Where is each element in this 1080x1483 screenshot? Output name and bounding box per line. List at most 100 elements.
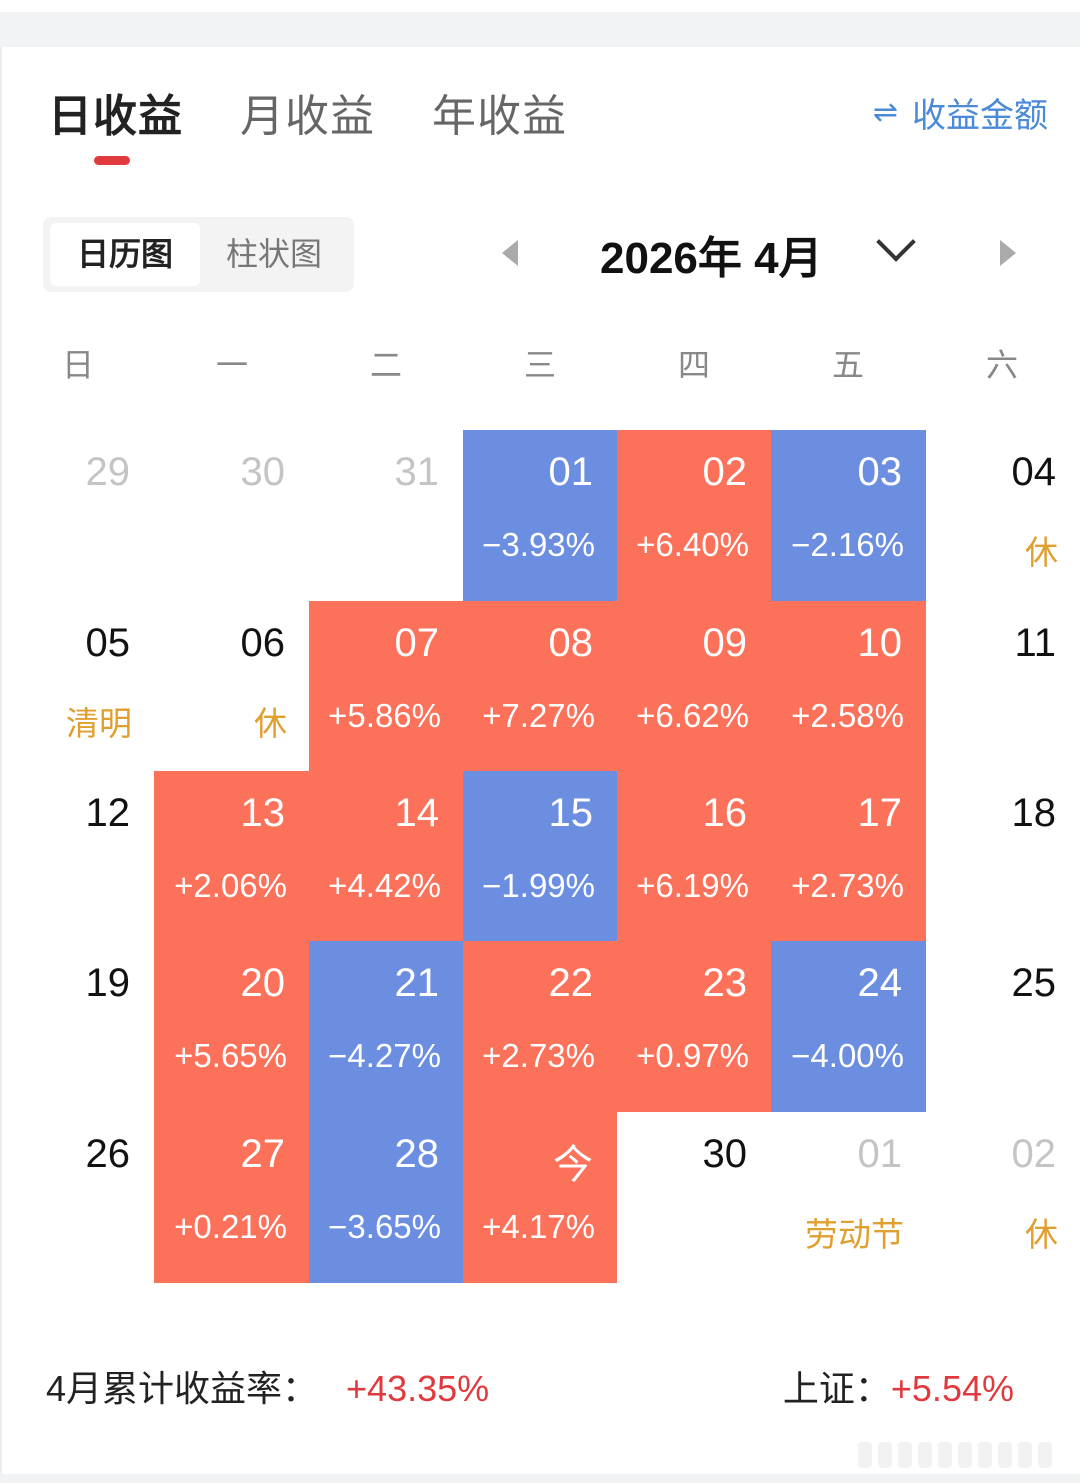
day-number: 01 — [857, 1132, 903, 1176]
holiday-label: 休 — [1025, 1216, 1058, 1253]
calendar-day[interactable]: 19 — [0, 941, 154, 1112]
daily-return: −4.27% — [328, 1037, 441, 1074]
day-number: 18 — [1011, 791, 1057, 835]
tab-monthly[interactable]: 月收益 — [240, 92, 375, 141]
daily-return: +0.97% — [636, 1037, 749, 1074]
daily-return: +0.21% — [174, 1208, 287, 1245]
calendar-day[interactable]: 21 −4.27% — [309, 941, 463, 1112]
day-number: 30 — [240, 450, 286, 494]
tab-daily[interactable]: 日收益 — [48, 92, 183, 141]
holiday-label: 休 — [254, 705, 287, 742]
daily-return: +7.27% — [482, 697, 595, 734]
day-number: 29 — [85, 450, 131, 494]
swap-icon: ⇌ — [872, 96, 898, 129]
weekday-thu: 四 — [677, 347, 710, 383]
watermark — [858, 1442, 1058, 1468]
calendar-day[interactable]: 24 −4.00% — [771, 941, 926, 1112]
calendar-day[interactable]: 02 休 — [926, 1112, 1080, 1283]
day-number: 08 — [548, 621, 594, 665]
day-number: 04 — [1011, 450, 1057, 494]
index-return-label: 上证： — [782, 1368, 891, 1409]
day-number: 05 — [85, 621, 131, 665]
day-number: 13 — [240, 791, 286, 835]
calendar-day[interactable]: 16 +6.19% — [617, 771, 771, 942]
daily-return: −1.99% — [482, 867, 595, 904]
day-number: 31 — [394, 450, 440, 494]
index-return-value: +5.54% — [890, 1368, 1014, 1409]
day-number: 14 — [394, 791, 440, 835]
weekday-tue: 二 — [369, 347, 402, 383]
summary-bar: 4月累计收益率： +43.35% 上证：+5.54% — [46, 1360, 1036, 1416]
weekday-header: 日 一 二 三 四 五 六 — [0, 340, 1080, 390]
calendar-day[interactable]: 14 +4.42% — [309, 771, 463, 942]
calendar-day[interactable]: 04 休 — [926, 430, 1080, 601]
holiday-label: 劳动节 — [805, 1216, 904, 1253]
bottom-band — [0, 1474, 1080, 1483]
calendar-day[interactable]: 10 +2.58% — [771, 601, 926, 772]
calendar-day[interactable]: 30 — [154, 430, 309, 601]
calendar-day[interactable]: 今 +4.17% — [463, 1112, 617, 1283]
day-number: 10 — [857, 621, 903, 665]
day-number: 23 — [702, 961, 748, 1005]
daily-return: +5.86% — [328, 697, 441, 734]
calendar-day[interactable]: 31 — [309, 430, 463, 601]
calendar-day[interactable]: 29 — [0, 430, 154, 601]
calendar-day[interactable]: 30 — [617, 1112, 771, 1283]
weekday-sat: 六 — [985, 347, 1018, 383]
calendar-view-button[interactable]: 日历图 — [50, 223, 200, 286]
weekday-mon: 一 — [215, 347, 248, 383]
day-number: 06 — [240, 621, 286, 665]
daily-return: +2.73% — [482, 1037, 595, 1074]
calendar-day[interactable]: 20 +5.65% — [154, 941, 309, 1112]
calendar-day[interactable]: 18 — [926, 771, 1080, 942]
view-switch: 日历图 柱状图 — [43, 217, 354, 292]
calendar-day[interactable]: 08 +7.27% — [463, 601, 617, 772]
calendar-day[interactable]: 06 休 — [154, 601, 309, 772]
calendar-day[interactable]: 05 清明 — [0, 601, 154, 772]
monthly-return-value: +43.35% — [346, 1368, 490, 1409]
day-number: 27 — [240, 1132, 286, 1176]
calendar-day[interactable]: 27 +0.21% — [154, 1112, 309, 1283]
day-number: 02 — [1011, 1132, 1057, 1176]
active-tab-indicator — [94, 156, 130, 165]
calendar-day[interactable]: 25 — [926, 941, 1080, 1112]
day-number: 11 — [1014, 621, 1056, 665]
period-tabs: 日收益 月收益 年收益 ⇌ 收益金额 — [48, 80, 1048, 170]
calendar-day[interactable]: 09 +6.62% — [617, 601, 771, 772]
top-band — [0, 12, 1080, 47]
toggle-amount-button[interactable]: ⇌ 收益金额 — [873, 88, 1048, 137]
calendar-day[interactable]: 15 −1.99% — [463, 771, 617, 942]
day-number: 03 — [857, 450, 903, 494]
calendar-day[interactable]: 28 −3.65% — [309, 1112, 463, 1283]
calendar-day[interactable]: 13 +2.06% — [154, 771, 309, 942]
day-number: 07 — [394, 621, 440, 665]
daily-return: −2.16% — [791, 526, 904, 563]
calendar-day[interactable]: 02 +6.40% — [617, 430, 771, 601]
calendar-day[interactable]: 26 — [0, 1112, 154, 1283]
daily-return: +2.73% — [791, 867, 904, 904]
holiday-label: 清明 — [66, 705, 132, 742]
caret-left-icon[interactable] — [502, 240, 518, 266]
caret-right-icon[interactable] — [1000, 240, 1016, 266]
daily-return: +6.62% — [636, 697, 749, 734]
calendar-day[interactable]: 22 +2.73% — [463, 941, 617, 1112]
calendar-day[interactable]: 07 +5.86% — [309, 601, 463, 772]
chevron-down-icon[interactable] — [876, 222, 916, 262]
calendar-day[interactable]: 17 +2.73% — [771, 771, 926, 942]
day-number: 21 — [394, 961, 440, 1005]
bar-view-button[interactable]: 柱状图 — [225, 236, 322, 272]
daily-return: +6.40% — [636, 526, 749, 563]
calendar-day[interactable]: 01 劳动节 — [771, 1112, 926, 1283]
day-number: 16 — [702, 791, 748, 835]
card-border — [0, 47, 2, 1474]
calendar-day[interactable]: 01 −3.93% — [463, 430, 617, 601]
calendar-day[interactable]: 23 +0.97% — [617, 941, 771, 1112]
toggle-amount-label: 收益金额 — [912, 97, 1048, 135]
calendar-day[interactable]: 11 — [926, 601, 1080, 772]
month-navigator: 2026年 4月 — [490, 218, 1030, 288]
tab-yearly[interactable]: 年收益 — [432, 92, 567, 141]
calendar-day[interactable]: 12 — [0, 771, 154, 942]
month-title[interactable]: 2026年 4月 — [600, 234, 823, 283]
calendar-day[interactable]: 03 −2.16% — [771, 430, 926, 601]
day-number: 02 — [702, 450, 748, 494]
